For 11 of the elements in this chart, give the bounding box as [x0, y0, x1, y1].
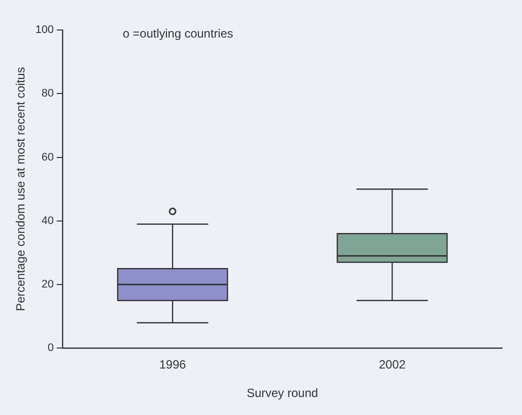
y-tick-label: 60: [42, 151, 54, 164]
x-axis-title: Survey round: [246, 386, 318, 400]
y-tick-label: 80: [42, 88, 54, 100]
annotation: o =outlying countries: [122, 26, 234, 40]
y-axis-title: Percentage condom use at most recent coitus: [14, 67, 28, 312]
x-tick-label: 1996: [159, 358, 186, 372]
y-tick-label: 40: [42, 214, 54, 227]
y-tick-label: 0: [48, 342, 54, 354]
y-tick-label: 20: [42, 278, 54, 291]
x-tick-label: 2002: [378, 358, 406, 372]
y-tick-label: 100: [35, 24, 54, 36]
